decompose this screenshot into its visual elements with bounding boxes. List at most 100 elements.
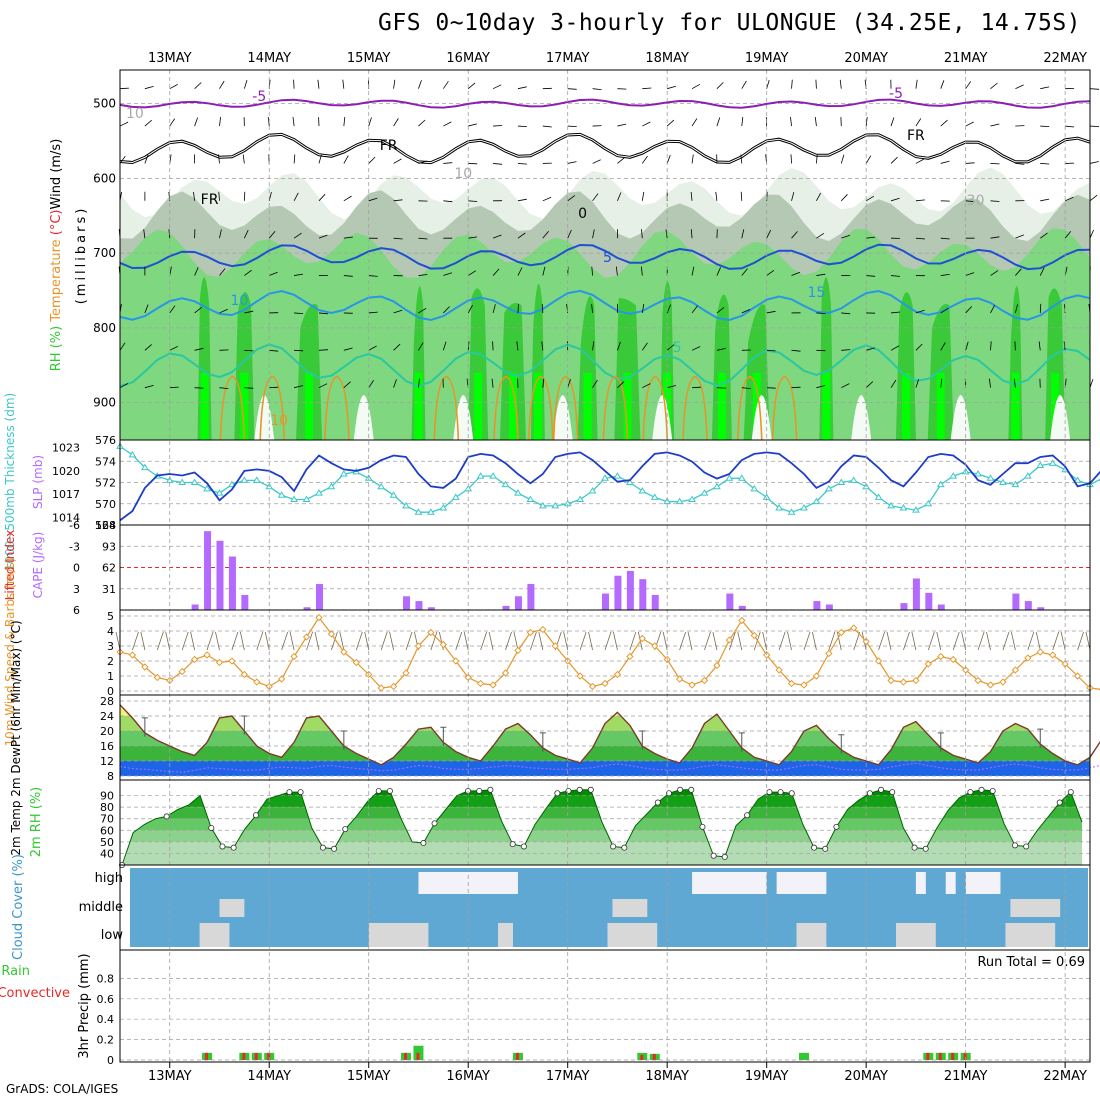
wind-barb [468, 123, 477, 127]
wind-barb [940, 119, 948, 127]
wind-barb [541, 303, 544, 313]
wind-speed-point [651, 642, 659, 650]
wind-barb [814, 117, 817, 127]
temp-bands [120, 704, 1090, 776]
bottom-day-label: 17MAY [546, 1069, 590, 1084]
thickness-point [874, 493, 883, 500]
wind-barb [542, 378, 545, 388]
cape-bar [1037, 607, 1045, 610]
wind-barb [691, 346, 701, 351]
wind-barb [364, 631, 370, 651]
rh-point [621, 844, 628, 851]
wind-barb [840, 154, 845, 164]
thickness-point [389, 491, 398, 498]
wind-barb [615, 266, 618, 276]
wind-barb [492, 84, 502, 90]
wind-barb [816, 232, 825, 239]
rh-point [822, 845, 829, 852]
thickness-point [775, 504, 783, 511]
contour-label: 5 [603, 250, 612, 266]
wind-barb [839, 79, 842, 89]
right-tick-label: 1023 [52, 442, 80, 455]
wind-barb [292, 117, 295, 127]
cape-bar [651, 594, 659, 610]
wind-barb [816, 273, 826, 276]
thickness-point [190, 478, 199, 485]
wind-barb [342, 79, 345, 89]
wind-barb [741, 80, 747, 89]
rh-point [788, 790, 795, 797]
wind-barb [542, 230, 549, 239]
rh-point [554, 790, 561, 797]
cape-bar [825, 604, 833, 610]
thickness-point [912, 506, 920, 513]
wind-barb [269, 271, 278, 276]
wind-barb [816, 385, 826, 389]
wind-barb [541, 341, 544, 351]
convective-core [474, 372, 483, 440]
ylabel-li: Lifted Index [3, 530, 17, 601]
top-day-label: 19MAY [745, 51, 789, 66]
temp-contour-20 [324, 375, 350, 441]
wind-barb [642, 121, 651, 127]
wind-speed-point [190, 655, 199, 664]
wind-barb [662, 631, 668, 651]
wind-barb [791, 231, 798, 239]
wind-speed-point [638, 634, 646, 643]
wind-speed-point [1011, 666, 1020, 674]
wind-barb [940, 342, 946, 351]
rh-point [889, 789, 896, 796]
wind-speed-line [119, 616, 1100, 690]
wind-barb [144, 385, 154, 389]
ylabel-wind: Wind (m/s) [49, 139, 64, 210]
wind-barb [293, 79, 295, 89]
wind-barb [492, 234, 502, 239]
wind-barb [169, 305, 176, 314]
thickness-point [538, 501, 547, 509]
wind-speed-point [551, 642, 559, 650]
thickness-point [402, 501, 410, 509]
wind-barb [617, 341, 621, 351]
wind-speed-point [974, 676, 982, 685]
wind-barb [244, 387, 254, 389]
wind-speed-point [302, 633, 311, 641]
wind-speed-point [153, 673, 161, 682]
wind-speed-point [1073, 672, 1082, 680]
wind-barb [169, 118, 176, 127]
high-cloud-block [965, 872, 1001, 894]
day-labels: 13MAY 13MAY 14MAY 14MAY 15MAY 15MAY 16MAY 16MAY… [148, 51, 1087, 1084]
wind-barb [219, 268, 226, 276]
cape-bar [813, 601, 821, 610]
cloud-level-label: middle [79, 900, 123, 915]
rh-point [319, 844, 326, 851]
cape-bar [216, 540, 224, 610]
wind-barb [790, 117, 792, 127]
precip-convective-bar [963, 1052, 967, 1060]
y-tick-label: 0 [107, 1054, 114, 1067]
mid-cloud-block [1010, 899, 1061, 917]
wind-barb [915, 158, 924, 164]
thickness-point [576, 495, 585, 502]
ylabel-thickness: 1000~500mb Thickness (dm) [3, 393, 17, 571]
wind-barb [468, 236, 478, 239]
wind-barb [690, 229, 693, 239]
cape-bar [602, 593, 609, 610]
wind-barb [961, 631, 967, 651]
wind-barb [828, 631, 836, 651]
ylabel-cloud: Cloud Cover (%) [11, 854, 26, 960]
wind-barb [264, 631, 270, 651]
wind-barb [293, 192, 299, 201]
wind-barb [517, 86, 527, 90]
convective-column [614, 297, 641, 440]
wind-barb [430, 631, 438, 651]
wind-barb [563, 631, 569, 651]
top-day-label: 18MAY [645, 51, 689, 66]
thickness-point [215, 489, 224, 496]
wind-barb [666, 119, 675, 127]
wind-barb [741, 387, 751, 389]
y-tick-label: 4 [107, 625, 114, 638]
temp-contour-10 [119, 289, 1091, 322]
thickness-point [638, 487, 647, 494]
wind-barb [965, 121, 974, 127]
